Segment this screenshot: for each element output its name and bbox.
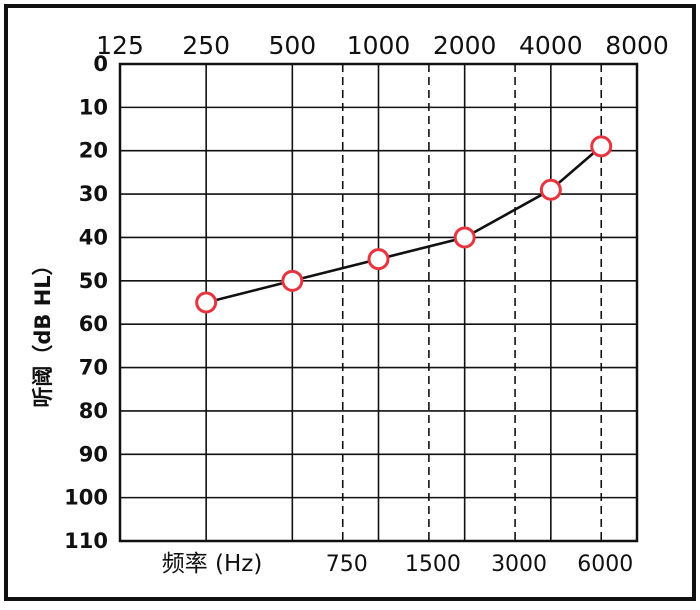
y-tick-label-0: 0 [93,52,108,76]
series-0-line [205,145,603,304]
tick-layer: 0 10 20 30 40 50 60 70 80 90 100 110 125 250 500 1000 20… [64,31,669,577]
y-tick-label-30: 30 [79,182,108,206]
data-point-6000hz [590,135,613,158]
y-tick-label-10: 10 [79,95,108,119]
y-tick-label-70: 70 [79,356,108,380]
outer-frame [4,4,696,601]
y-tick-label-50: 50 [79,269,108,293]
data-point-4000hz [539,178,562,201]
x-top-tick-label-4000: 4000 [519,31,583,60]
y-axis-label: 听阈（dB HL） [31,254,55,407]
x-bottom-tick-label-6000: 6000 [577,552,633,577]
plot-border [118,62,639,543]
data-point-1000hz [367,248,390,271]
x-top-tick-label-1000: 1000 [347,31,411,60]
x-bottom-tick-label-1500: 1500 [405,552,461,577]
x-axis-label: 频率 (Hz) [162,551,263,577]
x-bottom-tick-label-750: 750 [326,552,368,577]
x-top-tick-label-250: 250 [182,31,230,60]
grid-layer [120,64,637,541]
y-tick-label-20: 20 [79,139,108,163]
y-tick-label-110: 110 [64,529,108,553]
series-layer [195,135,613,314]
y-tick-label-90: 90 [79,442,108,466]
data-point-2000hz [453,226,476,249]
x-top-tick-label-500: 500 [268,31,316,60]
x-top-tick-label-2000: 2000 [433,31,497,60]
y-tick-label-40: 40 [79,225,108,249]
y-tick-label-100: 100 [64,486,108,510]
x-bottom-tick-label-3000: 3000 [491,552,547,577]
x-top-tick-label-8000: 8000 [605,31,669,60]
data-point-500hz [281,269,304,292]
y-tick-label-60: 60 [79,312,108,336]
data-point-250hz [195,291,218,314]
x-top-tick-label-125: 125 [96,31,144,60]
y-tick-label-80: 80 [79,399,108,423]
